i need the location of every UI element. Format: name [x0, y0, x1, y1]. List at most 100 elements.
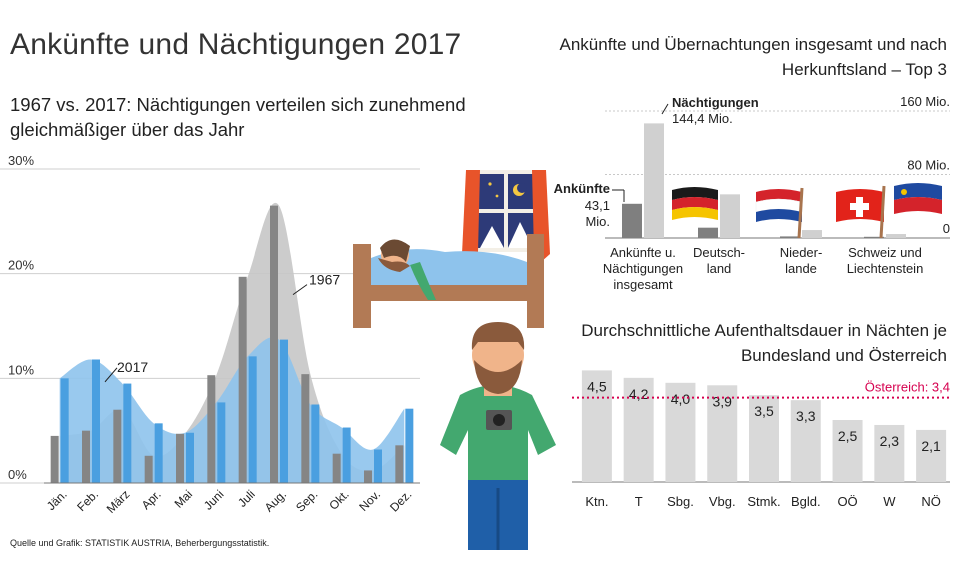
top3-y-tick-label: 80 Mio. — [907, 158, 950, 173]
stay-bar — [790, 400, 821, 482]
top3-chart-title: Ankünfte und Übernachtungen insgesamt un… — [559, 35, 948, 79]
annotation-1967: 1967 — [309, 272, 340, 288]
flag-crown — [901, 189, 907, 195]
flag-stripe — [672, 197, 718, 210]
top3-category-label: Ankünfte u. — [610, 245, 676, 260]
top3-category-label: land — [707, 261, 732, 276]
top3-category-label: Nächtigungen — [603, 261, 683, 276]
bar-2017 — [374, 449, 382, 483]
stay-value-label: 2,5 — [838, 428, 858, 444]
bar-1967 — [113, 409, 122, 483]
bar-2017 — [248, 356, 257, 483]
top3-bar-nights — [886, 234, 906, 238]
top3-bar-arrivals — [622, 203, 642, 238]
flag-liechtenstein-icon — [894, 183, 942, 214]
stay-bar — [581, 370, 612, 482]
stay-category-label: Stmk. — [747, 494, 780, 509]
top3-category-label: Schweiz und — [848, 245, 922, 260]
top3-category-label: Nieder- — [780, 245, 823, 260]
y-tick-label: 30% — [8, 153, 34, 168]
top3-label-arrivals-value: 43,1 — [585, 198, 610, 213]
flag-stripe — [672, 187, 718, 200]
annotation-2017-leader — [104, 367, 118, 383]
flag-stripe — [894, 183, 942, 200]
top3-label-arrivals-name: Ankünfte — [554, 181, 610, 196]
stay-value-label: 2,1 — [921, 438, 941, 454]
bar-1967 — [301, 374, 310, 483]
bar-1967 — [144, 455, 153, 483]
top3-category-label: insgesamt — [613, 277, 673, 292]
bar-1967 — [364, 470, 372, 483]
stay-bar — [707, 385, 738, 482]
flag-germany-icon — [672, 187, 718, 220]
flag-pole — [797, 187, 804, 239]
stay-bar — [665, 382, 696, 482]
bar-2017 — [92, 359, 100, 483]
stay-value-label: 3,3 — [796, 408, 816, 424]
page-title: Ankünfte und Nächtigungen 2017 — [10, 28, 462, 61]
bar-2017 — [123, 383, 132, 483]
stay-value-label: 4,0 — [671, 391, 691, 407]
bar-2017 — [186, 432, 194, 483]
bar-2017 — [311, 404, 320, 483]
bar-1967 — [332, 453, 341, 483]
top3-leader-nights — [661, 103, 669, 115]
stay-chart-title: Durchschnittliche Aufenthaltsdauer in Nä… — [581, 321, 947, 365]
stay-category-label: Vbg. — [709, 494, 736, 509]
source-note: Quelle und Grafik: STATISTIK AUSTRIA, Be… — [10, 538, 270, 548]
top3-bar-arrivals — [864, 236, 884, 238]
monthly-chart-title: 1967 vs. 2017: Nächtigungen verteilen si… — [10, 94, 466, 140]
stay-category-label: Ktn. — [585, 494, 608, 509]
y-tick-label: 0% — [8, 467, 27, 482]
stay-category-label: Sbg. — [667, 494, 694, 509]
top3-bar-nights — [720, 194, 740, 238]
stay-category-label: W — [883, 494, 896, 509]
bar-2017 — [154, 423, 163, 483]
annotation-2017: 2017 — [117, 359, 148, 375]
bar-2017 — [60, 378, 69, 483]
bar-2017 — [217, 402, 226, 483]
stay-bar — [874, 424, 905, 482]
stay-value-label: 2,3 — [880, 433, 900, 449]
top3-bar-arrivals — [698, 227, 718, 238]
stay-value-label: 3,9 — [712, 393, 732, 409]
top3-label-nights-name: Nächtigungen — [672, 95, 759, 110]
flag-cross — [850, 203, 869, 210]
flag-pole — [879, 185, 886, 239]
top3-label-arrivals-unit: Mio. — [585, 214, 610, 229]
top3-category-label: Deutsch- — [693, 245, 745, 260]
flag-switzerland-icon — [836, 189, 884, 222]
stay-value-label: 3,5 — [754, 403, 774, 419]
flag-stripe — [894, 197, 942, 214]
stay-value-label: 4,2 — [629, 386, 649, 402]
top3-label-nights-value: 144,4 Mio. — [672, 111, 733, 126]
top3-bar-arrivals — [780, 236, 800, 238]
bar-1967 — [270, 205, 278, 483]
stay-bar — [916, 429, 947, 482]
stay-category-label: T — [635, 494, 643, 509]
stay-value-label: 4,5 — [587, 378, 607, 394]
bar-2017 — [342, 427, 351, 483]
stay-category-label: NÖ — [921, 494, 941, 509]
stay-category-label: OÖ — [837, 494, 857, 509]
top3-y-tick-label: 160 Mio. — [900, 94, 950, 109]
stay-bar — [623, 377, 654, 482]
bar-1967 — [50, 435, 59, 483]
annotation-1967-leader — [292, 284, 308, 296]
top3-bar-nights — [802, 230, 822, 238]
y-tick-label: 20% — [8, 258, 34, 273]
flag-stripe — [756, 209, 802, 222]
flag-stripe — [672, 207, 718, 220]
bar-1967 — [395, 445, 404, 483]
y-tick-label: 10% — [8, 362, 34, 377]
bar-1967 — [207, 375, 216, 483]
bar-1967 — [176, 433, 184, 483]
bar-2017 — [280, 339, 288, 483]
flag-stripe — [756, 189, 802, 202]
stay-category-label: Bgld. — [791, 494, 821, 509]
bar-1967 — [238, 276, 247, 483]
top3-category-label: lande — [785, 261, 817, 276]
